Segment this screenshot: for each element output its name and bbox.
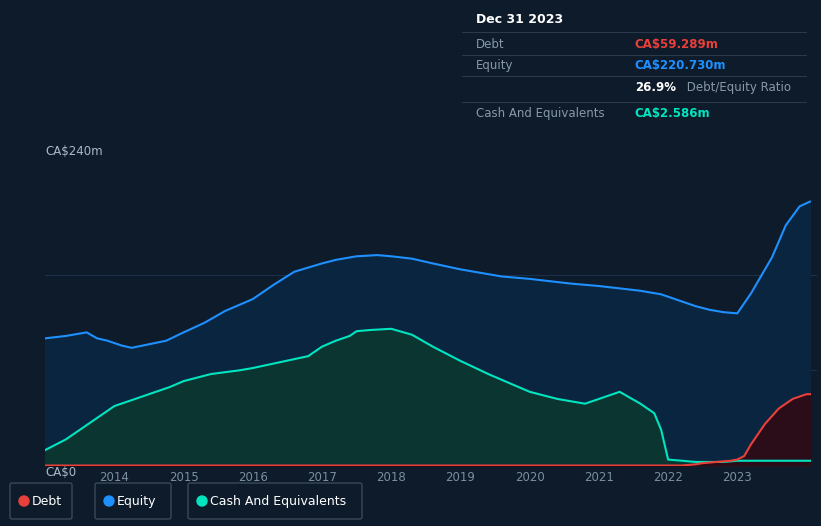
Text: CA$240m: CA$240m [45,145,103,158]
Text: Dec 31 2023: Dec 31 2023 [476,13,563,26]
Text: Cash And Equivalents: Cash And Equivalents [210,494,346,508]
Text: CA$0: CA$0 [45,466,76,479]
Text: Cash And Equivalents: Cash And Equivalents [476,107,604,120]
Text: CA$59.289m: CA$59.289m [635,38,718,51]
Text: Equity: Equity [117,494,157,508]
Text: Equity: Equity [476,59,513,73]
Text: Debt: Debt [32,494,62,508]
Text: CA$220.730m: CA$220.730m [635,59,726,73]
Text: Debt: Debt [476,38,505,51]
Text: 26.9%: 26.9% [635,81,676,94]
Text: CA$2.586m: CA$2.586m [635,107,710,120]
Circle shape [19,496,29,506]
Text: Debt/Equity Ratio: Debt/Equity Ratio [683,81,791,94]
Circle shape [197,496,207,506]
Circle shape [104,496,114,506]
